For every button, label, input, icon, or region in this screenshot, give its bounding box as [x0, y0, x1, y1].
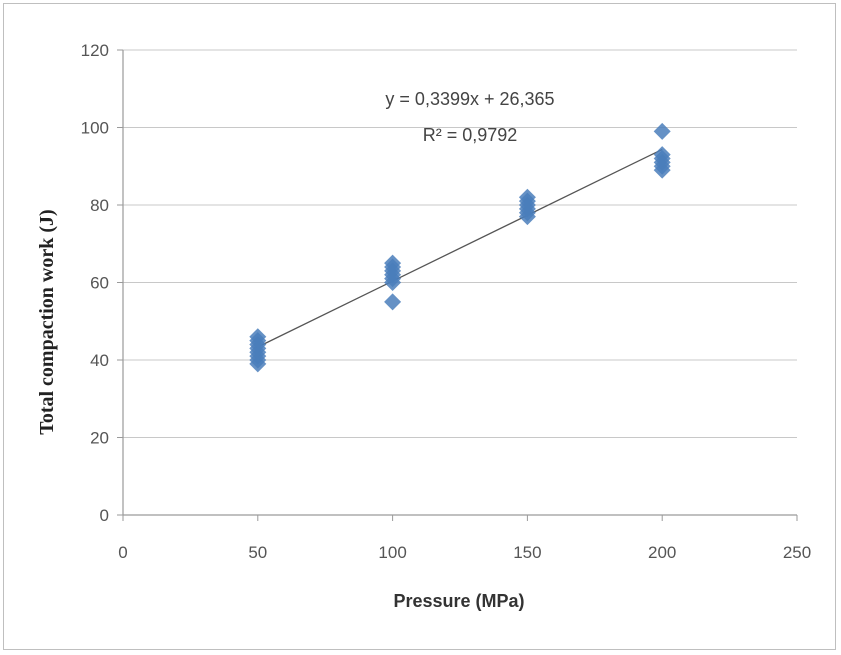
y-tick-label-100: 100: [81, 119, 109, 138]
y-tick-label-0: 0: [100, 506, 109, 525]
trendline-equation: y = 0,3399x + 26,365: [385, 89, 554, 109]
x-tick-label-100: 100: [378, 543, 406, 562]
y-tick-label-40: 40: [90, 351, 109, 370]
y-axis-label: Total compaction work (J): [36, 209, 58, 434]
x-tick-label-50: 50: [248, 543, 267, 562]
x-tick-label-0: 0: [118, 543, 127, 562]
data-point: [384, 293, 402, 311]
y-tick-label-80: 80: [90, 196, 109, 215]
y-tick-labels: 0 20 40 60 80 100 120: [81, 41, 109, 525]
data-point: [518, 188, 536, 206]
y-tick-label-120: 120: [81, 41, 109, 60]
chart-frame: [3, 3, 836, 650]
trendline-group: [257, 148, 663, 348]
x-axis-label: Pressure (MPa): [393, 591, 524, 611]
y-tick-label-20: 20: [90, 429, 109, 448]
axes: [117, 49, 798, 521]
data-point: [384, 254, 402, 272]
x-tick-label-150: 150: [513, 543, 541, 562]
data-point: [653, 122, 671, 140]
data-points: [249, 122, 671, 373]
x-tick-labels: 0 50 100 150 200 250: [118, 543, 811, 562]
data-point: [249, 328, 267, 346]
data-point: [653, 146, 671, 164]
r-squared-label: R² = 0,9792: [423, 125, 518, 145]
linear-trendline: [257, 148, 663, 348]
gridlines: [123, 49, 797, 438]
y-tick-label-60: 60: [90, 274, 109, 293]
x-tick-label-250: 250: [783, 543, 811, 562]
x-tick-label-200: 200: [648, 543, 676, 562]
